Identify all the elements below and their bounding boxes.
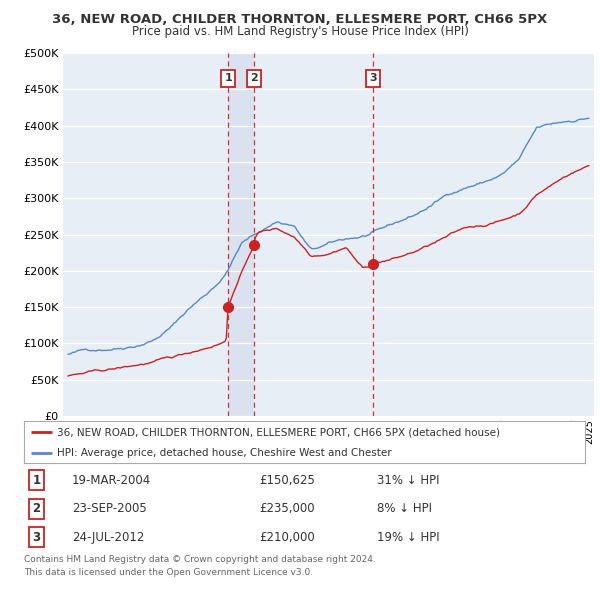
Text: £235,000: £235,000 xyxy=(260,502,315,516)
Text: Price paid vs. HM Land Registry's House Price Index (HPI): Price paid vs. HM Land Registry's House … xyxy=(131,25,469,38)
Text: 31% ↓ HPI: 31% ↓ HPI xyxy=(377,474,440,487)
Text: 19% ↓ HPI: 19% ↓ HPI xyxy=(377,531,440,544)
Text: 19-MAR-2004: 19-MAR-2004 xyxy=(71,474,151,487)
Text: £210,000: £210,000 xyxy=(260,531,316,544)
Text: 3: 3 xyxy=(32,531,40,544)
Text: 8% ↓ HPI: 8% ↓ HPI xyxy=(377,502,433,516)
Text: 2: 2 xyxy=(251,74,258,84)
Text: 3: 3 xyxy=(369,74,377,84)
Text: 1: 1 xyxy=(224,74,232,84)
Text: 36, NEW ROAD, CHILDER THORNTON, ELLESMERE PORT, CH66 5PX: 36, NEW ROAD, CHILDER THORNTON, ELLESMER… xyxy=(52,13,548,26)
Text: 36, NEW ROAD, CHILDER THORNTON, ELLESMERE PORT, CH66 5PX (detached house): 36, NEW ROAD, CHILDER THORNTON, ELLESMER… xyxy=(56,427,500,437)
Text: 2: 2 xyxy=(32,502,40,516)
Text: 23-SEP-2005: 23-SEP-2005 xyxy=(71,502,146,516)
Text: HPI: Average price, detached house, Cheshire West and Chester: HPI: Average price, detached house, Ches… xyxy=(56,448,391,457)
Text: Contains HM Land Registry data © Crown copyright and database right 2024.: Contains HM Land Registry data © Crown c… xyxy=(24,555,376,563)
Bar xyxy=(228,53,254,416)
Text: 24-JUL-2012: 24-JUL-2012 xyxy=(71,531,144,544)
Text: 1: 1 xyxy=(32,474,40,487)
Text: This data is licensed under the Open Government Licence v3.0.: This data is licensed under the Open Gov… xyxy=(24,568,313,576)
Text: £150,625: £150,625 xyxy=(260,474,316,487)
